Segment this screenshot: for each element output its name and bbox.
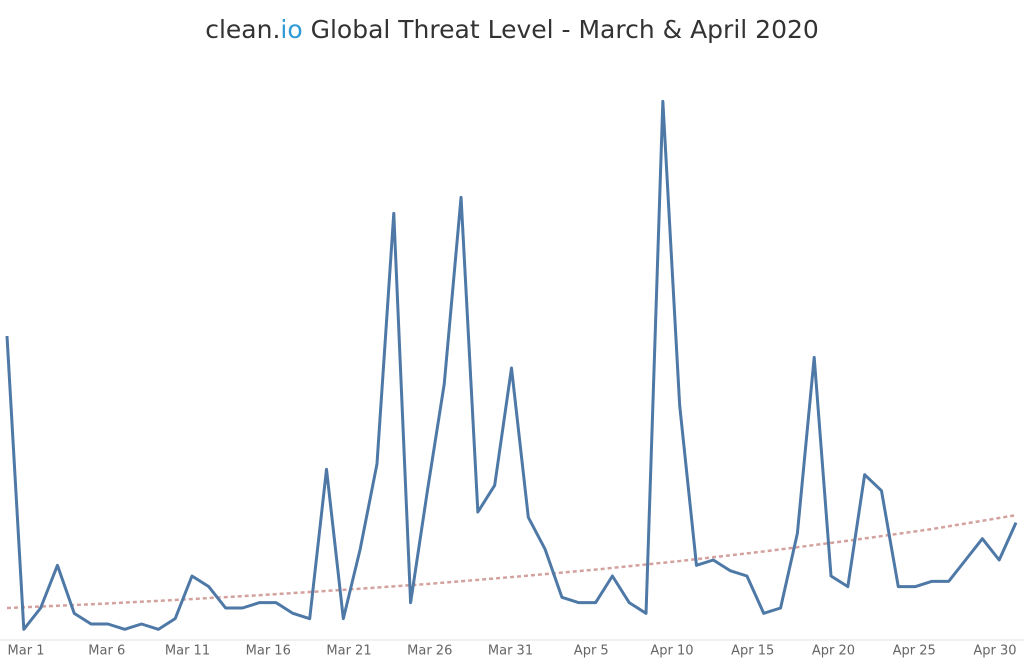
x-tick-label: Mar 21 [326,644,371,659]
x-tick-label: Mar 6 [88,644,125,659]
title-brand: clean. [205,15,280,44]
x-tick-label: Apr 15 [731,644,774,659]
title-text: Global Threat Level - March & April 2020 [303,15,819,44]
data-line [5,99,1018,631]
x-tick-label: Apr 10 [650,644,693,659]
x-tick-label: Apr 25 [893,644,936,659]
x-tick-label: Apr 5 [574,644,609,659]
x-tick-label: Mar 26 [407,644,452,659]
x-tick-label: Mar 11 [165,644,210,659]
x-tick-label: Apr 30 [973,644,1016,659]
x-tick-label: Apr 20 [812,644,855,659]
chart-title: clean.io Global Threat Level - March & A… [205,15,819,44]
x-tick-label: Mar 31 [488,644,533,659]
trend-line [6,513,1017,610]
x-tick-label: Mar 1 [8,644,45,659]
title-brand-accent: io [280,15,302,44]
x-tick-label: Mar 16 [246,644,291,659]
